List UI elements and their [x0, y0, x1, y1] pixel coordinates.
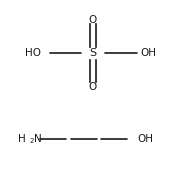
Text: H: H [18, 134, 26, 144]
Text: OH: OH [137, 134, 153, 144]
Text: N: N [34, 134, 42, 144]
Text: 2: 2 [29, 138, 33, 144]
Text: OH: OH [141, 48, 157, 58]
Text: S: S [89, 48, 97, 58]
Text: HO: HO [25, 48, 41, 58]
Text: O: O [89, 82, 97, 92]
Text: O: O [89, 15, 97, 25]
